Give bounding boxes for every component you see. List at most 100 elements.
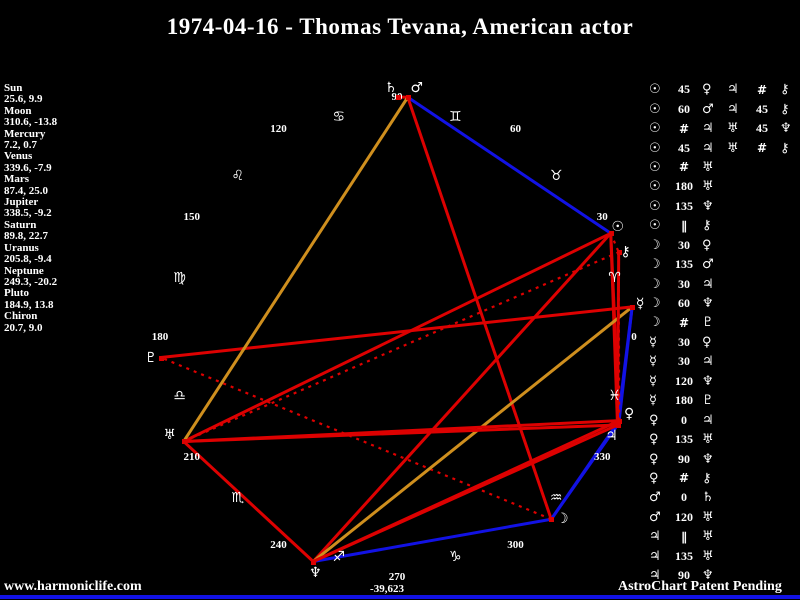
aspect-angle: 0 (681, 412, 687, 427)
planet-glyph: ♀ (702, 237, 712, 253)
planet-coordinates: 20.7, 9.0 (4, 321, 43, 334)
planet-glyph: ♃ (702, 121, 714, 137)
planet-coordinates: 7.2, 0.7 (4, 139, 37, 152)
aspect-line-mercury-pluto (160, 305, 633, 359)
uranus-point (181, 439, 187, 445)
aspect-angle: # (678, 471, 690, 486)
planet-glyph: ☉ (649, 159, 661, 175)
planet-glyph: ♇ (702, 315, 714, 331)
aspect-row: ☿ 30 ♀ (649, 333, 719, 352)
degree-label: 210 (183, 451, 201, 463)
planet-glyph: ♀ (649, 412, 659, 428)
planet-name: Mars (4, 173, 30, 186)
planet-name: Neptune (4, 264, 44, 277)
aspect-row: ☉ 45 ♃ (649, 138, 719, 157)
aspect-angle: 45 (678, 140, 690, 155)
mars-point (405, 95, 411, 101)
planet-name: Uranus (4, 241, 39, 254)
planet-glyph: ☽ (649, 276, 661, 292)
bottom-declination-label: -39,623 (370, 583, 404, 595)
patent-note: AstroChart Patent Pending (618, 579, 782, 594)
planet-glyph: ♀ (649, 470, 659, 486)
aspect-row: ☉ 135 ♆ (649, 197, 719, 216)
planet-name: Venus (4, 150, 33, 163)
planet-glyph: ♃ (727, 82, 739, 98)
sun-point (608, 231, 614, 237)
aspect-line-sun-mars (406, 96, 612, 235)
aspect-angle: # (756, 82, 768, 97)
planet-name: Mercury (4, 127, 46, 140)
mercury-glyph-icon: ☿ (635, 295, 645, 312)
mars-glyph-icon: ♂ (410, 80, 424, 97)
aspect-angle: 180 (675, 179, 693, 194)
aries-sign-icon: ♈ (608, 269, 621, 286)
planet-glyph: ♅ (702, 432, 714, 448)
aspect-angle: 30 (678, 276, 690, 291)
planet-glyph: ♄ (702, 490, 714, 506)
planet-glyph: ☽ (649, 237, 661, 253)
scorpio-sign-icon: ♏ (231, 490, 245, 507)
gemini-sign-icon: ♊ (448, 108, 462, 125)
degree-label: 180 (151, 331, 169, 343)
aspect-table-column-2: ♃ # ⚷ ♃ 45 ⚷ ♅ 45 ♆ ♅ # ⚷ (727, 80, 797, 158)
planet-glyph: ⚷ (702, 470, 712, 486)
planet-glyph: ♇ (702, 393, 714, 409)
planet-glyph: ☽ (649, 296, 661, 312)
aspect-row: ♂ 0 ♄ (649, 488, 719, 507)
aspect-angle: 135 (675, 432, 693, 447)
aspect-line-jupiter-neptune (312, 423, 619, 563)
planet-glyph: ♀ (702, 82, 712, 98)
virgo-sign-icon: ♍ (173, 269, 186, 286)
planet-glyph: ♃ (702, 354, 714, 370)
libra-sign-icon: ♎ (173, 388, 186, 404)
aspect-angle: # (756, 141, 768, 156)
planet-glyph: ☉ (649, 218, 661, 234)
planet-position-list: Sun 25.6, 9.9 Moon 310.6, -13.8 Mercury 7.2, … (4, 82, 58, 334)
planet-glyph: ♆ (702, 296, 714, 312)
aspect-line-mercury-jupiter (616, 306, 634, 426)
chiron-point (616, 250, 622, 256)
planet-coordinates: 249.3, -20.2 (4, 275, 58, 288)
neptune-glyph-icon: ♆ (308, 564, 322, 581)
planet-glyph: ♂ (649, 509, 661, 525)
degree-label: 300 (507, 538, 524, 551)
planet-glyph: ☉ (649, 198, 661, 214)
aspect-angle: 90 (678, 451, 690, 466)
aspect-angle: 30 (678, 237, 690, 252)
aspect-row: ☽ 30 ♃ (649, 274, 719, 293)
degree-label: 330 (593, 451, 611, 463)
planet-glyph: ♅ (727, 140, 739, 156)
planet-glyph: ♃ (702, 412, 714, 428)
aspect-row: ☉ 180 ♅ (649, 177, 719, 196)
degree-label: 60 (510, 123, 521, 136)
planet-glyph: ♅ (702, 548, 714, 564)
aspect-row: ♀ 90 ♆ (649, 449, 719, 468)
planet-glyph: ♆ (702, 373, 714, 389)
aspect-angle: 30 (678, 334, 690, 349)
planet-glyph: ☿ (649, 393, 657, 409)
aspect-angle: 135 (675, 548, 693, 563)
planet-glyph: ♅ (702, 159, 714, 175)
degree-label: 150 (183, 211, 201, 223)
planet-coordinates: 87.4, 25.0 (4, 184, 48, 197)
cancer-sign-icon: ♋ (332, 108, 345, 125)
aspect-line-sun-neptune (312, 232, 612, 563)
pluto-glyph-icon: ♇ (144, 349, 158, 366)
planet-glyph: ☿ (649, 334, 657, 350)
planet-glyph: ♃ (702, 276, 714, 292)
planet-coordinates: 339.6, -7.9 (4, 161, 52, 174)
chiron-glyph-icon: ⚷ (620, 244, 631, 261)
aspect-row: ♀ # ⚷ (649, 469, 719, 488)
planet-glyph: ☉ (649, 101, 661, 117)
planet-glyph: ⚷ (702, 218, 712, 234)
aspect-angle: 60 (678, 296, 690, 311)
capricorn-sign-icon: ♑ (448, 549, 462, 566)
aspect-angle: 135 (675, 198, 693, 213)
aspect-row: ☉ # ♃ (649, 119, 719, 138)
watermark-url: www.harmoniclife.com (4, 579, 142, 594)
planet-coordinates: 205.8, -9.4 (4, 253, 52, 266)
aspect-angle: 45 (756, 101, 768, 116)
planet-glyph: ♅ (702, 179, 714, 195)
aspect-row: ☿ 120 ♆ (649, 372, 719, 391)
aspect-angle: 30 (678, 354, 690, 369)
